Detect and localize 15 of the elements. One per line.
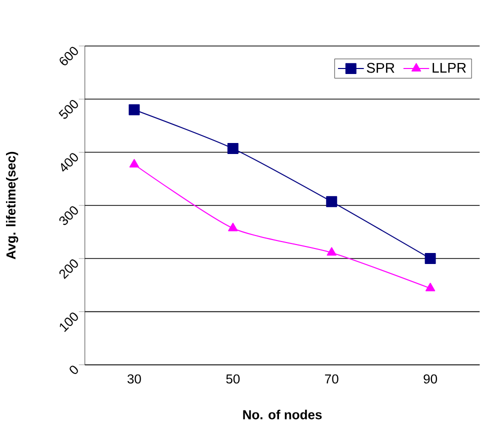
y-tick-label: 0 — [70, 366, 78, 374]
x-tick-label: 70 — [325, 374, 338, 384]
y-tick-label: 200 — [59, 260, 78, 280]
y-tick-label: 100 — [60, 312, 78, 332]
y-tick-label: 400 — [61, 153, 78, 172]
legend-label: SPR — [366, 63, 394, 74]
legend-label: LLPR — [432, 63, 466, 73]
y-tick-label: 600 — [60, 47, 78, 66]
y-axis-title: Avg. lifetime(sec) — [6, 152, 18, 260]
x-tick-label: 90 — [424, 374, 438, 384]
x-tick-label: 30 — [128, 374, 141, 384]
x-tick-label: 50 — [226, 374, 240, 384]
y-tick-label: 500 — [58, 100, 78, 119]
x-axis-title: No. of nodes — [243, 410, 322, 420]
y-tick-label: 300 — [59, 206, 78, 226]
